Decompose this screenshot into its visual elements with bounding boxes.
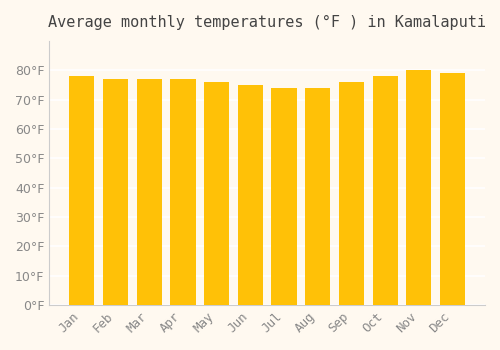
Bar xyxy=(406,70,431,305)
Title: Average monthly temperatures (°F ) in Kamalaputi: Average monthly temperatures (°F ) in Ka… xyxy=(48,15,486,30)
Bar xyxy=(305,88,330,305)
Bar xyxy=(103,79,128,305)
Bar xyxy=(272,88,296,305)
Bar xyxy=(272,88,296,305)
Bar xyxy=(339,82,364,305)
Bar xyxy=(170,79,196,305)
Bar xyxy=(204,82,230,305)
Bar xyxy=(339,82,364,305)
Bar xyxy=(440,73,465,305)
Bar xyxy=(69,76,94,305)
Bar xyxy=(238,85,263,305)
Bar xyxy=(406,70,431,305)
Bar xyxy=(372,76,398,305)
Bar xyxy=(372,76,398,305)
Bar xyxy=(69,76,94,305)
Bar xyxy=(238,85,263,305)
Bar xyxy=(103,79,128,305)
Bar xyxy=(136,79,162,305)
Bar xyxy=(170,79,196,305)
Bar xyxy=(136,79,162,305)
Bar xyxy=(305,88,330,305)
Bar xyxy=(204,82,230,305)
Bar xyxy=(440,73,465,305)
